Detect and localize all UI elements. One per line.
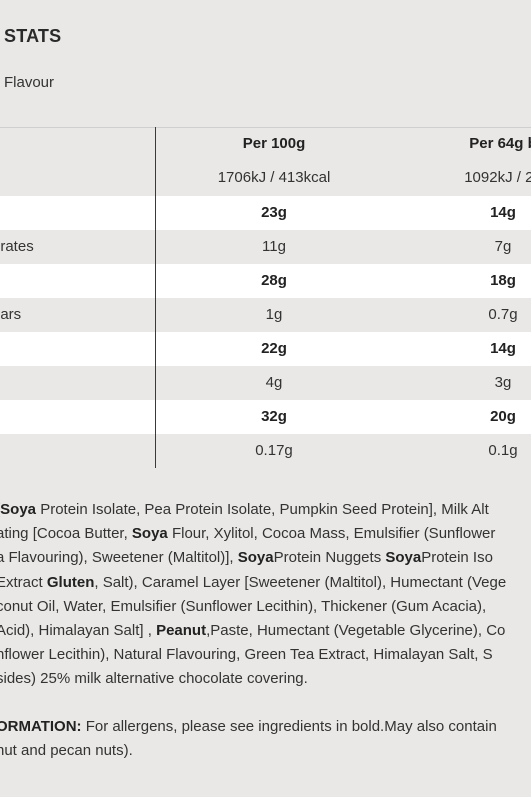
text-segment: Flour, Xylitol, Cocoa Mass, Emulsifier (… [167,525,496,543]
table-row: 23g 14g [0,196,531,230]
text-segment: a Flavouring), Sweetener (Maltitol)], [0,549,238,567]
value-per-100g: 11g [262,238,286,255]
text-segment: ating [Cocoa Butter, [0,525,132,543]
text-segment: nut and pecan nuts). [0,742,133,759]
table-row: e 28g 18g [0,264,531,298]
ingredients-line: [Soya Protein Isolate, Pea Protein Isola… [0,498,531,522]
text-segment: ,Paste, Humectant (Vegetable Glycerine),… [206,622,506,640]
value-per-100g: 28g [261,272,287,289]
value-per-100g: 0.17g [255,442,293,459]
ingredients-line: Acid), Himalayan Salt] , Peanut,Paste, H… [0,619,531,643]
allergy-line: ORMATION: For allergens, please see ingr… [0,715,531,739]
value-per-100g: 32g [261,408,287,425]
value-per-100g: 4g [265,374,283,391]
header-per-serving: Per 64g b [469,135,531,152]
energy-per-serving: 1092kJ / 26 [464,169,531,186]
energy-row: 1706kJ / 413kcal 1092kJ / 26 [0,161,531,195]
text-segment: sides) 25% milk alternative chocolate co… [0,670,308,688]
allergy-line: nut and pecan nuts). [0,739,531,763]
text-segment: Extract [0,573,47,591]
ingredients-line: sides) 25% milk alternative chocolate co… [0,667,531,691]
text-segment: Protein Nuggets [273,549,386,567]
value-per-serving: 0.7g [488,306,518,323]
section-heading: STATS [4,26,62,46]
ingredients-line: ating [Cocoa Butter, Soya Flour, Xylitol… [0,522,531,546]
value-per-serving: 0.1g [488,442,518,459]
value-per-serving: 7g [494,238,512,255]
table-row: 22g 14g [0,332,531,366]
text-segment: Acid), Himalayan Salt] , [0,622,157,640]
column-divider [155,127,156,468]
bold-allergen-text: Soya [237,549,274,567]
value-per-100g: 23g [261,204,287,221]
text-segment: nflower Lecithin), Natural Flavouring, G… [0,646,493,664]
ingredients-text: [Soya Protein Isolate, Pea Protein Isola… [0,498,531,692]
value-per-100g: 22g [261,340,287,357]
value-per-serving: 20g [490,408,516,425]
text-segment: For allergens, please see ingredients in… [81,718,497,735]
table-row: 32g 20g [0,400,531,434]
text-segment: , Salt), Caramel Layer [Sweetener (Malti… [94,573,507,591]
table-row: urates 11g 7g [0,230,531,264]
bold-allergen-text: Soya [385,549,422,567]
ingredients-line: conut Oil, Water, Emulsifier (Sunflower … [0,595,531,619]
table-row: 4g 3g [0,366,531,400]
value-per-serving: 14g [490,340,516,357]
table-row: 0.17g 0.1g [0,434,531,468]
value-per-serving: 18g [490,272,516,289]
bold-allergen-text: Peanut [156,622,207,640]
flavour-label: Flavour [4,74,55,91]
text-segment: conut Oil, Water, Emulsifier (Sunflower … [0,597,487,615]
text-segment: Protein Isolate, Pea Protein Isolate, Pu… [36,501,489,518]
allergy-information: ORMATION: For allergens, please see ingr… [0,715,531,763]
nutrient-label: urates [0,238,34,255]
bold-allergen-text: Soya [131,525,168,543]
ingredients-line: Extract Gluten, Salt), Caramel Layer [Sw… [0,571,531,595]
value-per-100g: 1g [265,306,283,323]
energy-per-100g: 1706kJ / 413kcal [217,169,331,186]
table-header-row: Per 100g Per 64g b [0,127,531,161]
header-per-100g: Per 100g [242,135,306,152]
bold-allergen-text: Soya [0,501,37,518]
ingredients-line: a Flavouring), Sweetener (Maltitol)], So… [0,546,531,570]
ingredients-line: nflower Lecithin), Natural Flavouring, G… [0,643,531,667]
text-segment: Protein Iso [421,549,493,567]
bold-allergen-text: ORMATION: [0,718,82,735]
bold-allergen-text: Gluten [46,573,95,591]
table-top-border [0,127,531,128]
value-per-serving: 14g [490,204,516,221]
value-per-serving: 3g [494,374,512,391]
